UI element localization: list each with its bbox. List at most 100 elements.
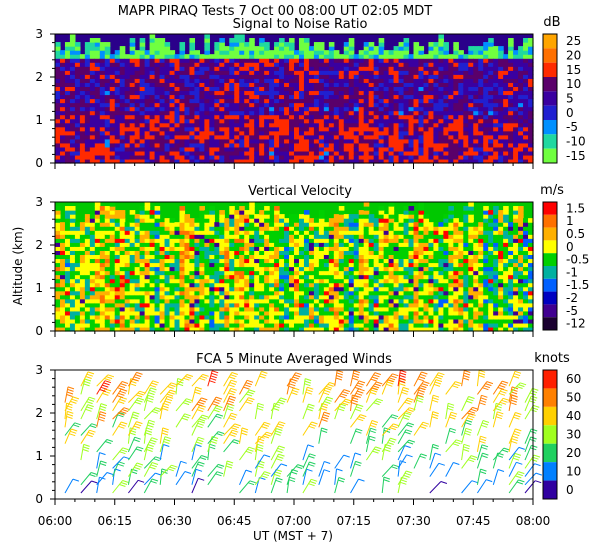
heatmap-cell [189,154,196,160]
heatmap-cell [204,38,210,43]
heatmap-cell [353,114,360,120]
heatmap-cell [269,142,275,148]
heatmap-cell [204,326,210,332]
heatmap-cell [189,222,196,227]
heatmap-cell [224,138,230,144]
heatmap-cell [373,282,380,288]
heatmap-cell [189,306,196,312]
heatmap-cell [398,66,405,71]
heatmap-cell [99,110,106,116]
heatmap-cell [493,154,499,160]
heatmap-cell [378,310,385,316]
heatmap-cell [438,154,444,160]
heatmap-cell [428,154,435,160]
heatmap-cell [174,62,181,67]
heatmap-cell [69,54,76,59]
heatmap-cell [393,126,400,132]
heatmap-cell [284,142,290,148]
heatmap-cell [99,122,106,128]
heatmap-cell [408,146,415,152]
heatmap-cell [528,66,534,71]
heatmap-cell [289,38,295,43]
heatmap-cell [488,138,494,144]
heatmap-cell [333,74,340,79]
heatmap-cell [383,246,390,251]
heatmap-cell [328,314,335,320]
heatmap-cell [264,242,270,247]
heatmap-cell [294,54,300,59]
heatmap-cell [348,58,355,63]
heatmap-cell [239,314,245,320]
heatmap-cell [134,154,141,160]
heatmap-cell [264,86,270,92]
heatmap-cell [144,146,151,152]
heatmap-cell [403,262,410,268]
heatmap-cell [84,154,91,160]
heatmap-cell [119,310,126,316]
heatmap-cell [528,50,534,55]
heatmap-cell [129,134,136,140]
heatmap-cell [518,154,524,160]
heatmap-cell [234,302,240,308]
heatmap-cell [124,62,131,67]
heatmap-cell [448,130,454,136]
heatmap-cell [234,106,240,112]
heatmap-cell [144,214,151,219]
heatmap-cell [164,138,171,144]
heatmap-cell [94,142,101,148]
heatmap-cell [139,222,146,227]
heatmap-cell [303,102,310,108]
heatmap-cell [229,286,235,292]
heatmap-cell [154,78,161,83]
heatmap-cell [423,114,430,120]
heatmap-cell [69,38,76,43]
heatmap-cell [508,118,514,124]
heatmap-cell [358,298,365,304]
heatmap-cell [64,226,71,231]
heatmap-cell [159,102,166,108]
heatmap-cell [114,214,121,219]
heatmap-cell [194,286,200,292]
heatmap-cell [418,150,425,156]
heatmap-cell [244,90,250,96]
heatmap-cell [209,54,215,59]
heatmap-cell [348,62,355,67]
heatmap-cell [279,318,285,324]
heatmap-cell [84,142,91,148]
heatmap-cell [239,110,245,116]
heatmap-cell [174,326,181,332]
heatmap-cell [169,138,176,144]
heatmap-cell [129,106,136,112]
heatmap-cell [264,54,270,59]
heatmap-cell [298,254,305,260]
heatmap-cell [478,98,484,104]
heatmap-cell [313,238,320,243]
heatmap-cell [84,310,91,316]
heatmap-cell [109,234,116,239]
heatmap-cell [328,110,335,116]
heatmap-cell [99,150,106,156]
heatmap-cell [239,218,245,223]
heatmap-cell [388,154,395,160]
heatmap-cell [164,154,171,160]
heatmap-cell [64,106,71,112]
heatmap-cell [94,250,101,256]
heatmap-cell [239,306,245,312]
heatmap-cell [348,270,355,276]
heatmap-cell [249,310,255,316]
heatmap-cell [129,50,136,55]
heatmap-cell [204,126,210,132]
heatmap-cell [333,254,340,260]
heatmap-cell [214,298,220,304]
heatmap-cell [199,246,205,251]
heatmap-cell [503,122,509,128]
heatmap-cell [358,266,365,272]
heatmap-cell [124,222,131,227]
heatmap-cell [528,146,534,152]
heatmap-cell [328,58,335,63]
heatmap-cell [308,294,315,300]
heatmap-cell [289,266,295,272]
heatmap-cell [114,62,121,67]
heatmap-cell [99,302,106,308]
heatmap-cell [194,74,200,79]
